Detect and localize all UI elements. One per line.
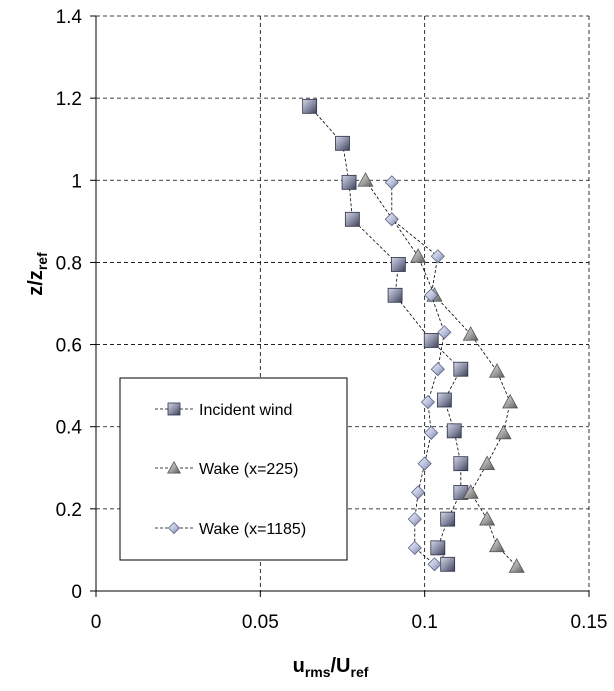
legend-box <box>119 377 348 561</box>
y-tick-label: 1.2 <box>56 89 82 110</box>
data-point-square <box>341 174 357 190</box>
x-axis-title-mid: /U <box>331 655 351 677</box>
data-point-triangle <box>479 510 496 526</box>
data-point-triangle <box>488 537 506 553</box>
data-point-diamond <box>384 212 399 227</box>
data-point-square <box>302 98 318 114</box>
series-triangle <box>357 172 525 573</box>
legend-marker-triangle <box>167 460 181 474</box>
data-point-square <box>390 257 406 272</box>
data-point-diamond <box>407 512 422 527</box>
y-tick-label: 0.8 <box>56 253 82 274</box>
data-point-square <box>440 556 456 572</box>
data-point-square <box>387 287 403 303</box>
data-point-square <box>335 135 350 151</box>
y-axis-title-sub: ref <box>34 252 50 270</box>
y-tick-label: 0.6 <box>56 336 82 357</box>
legend-marker-diamond <box>167 521 181 535</box>
data-point-square <box>446 423 462 439</box>
y-tick-label: 0.2 <box>56 500 82 521</box>
legend-entry: Incident wind <box>155 402 292 419</box>
legend-entry: Wake (x=225) <box>155 460 298 478</box>
y-axis-title-main: z/z <box>25 270 47 296</box>
data-point-diamond <box>427 557 442 572</box>
data-point-square <box>423 333 439 348</box>
data-point-square <box>453 456 469 472</box>
data-point-triangle <box>488 363 506 378</box>
data-point-triangle <box>479 455 496 471</box>
data-point-diamond <box>424 288 439 303</box>
y-axis-title: z/zref <box>25 252 50 296</box>
data-point-square <box>440 511 456 527</box>
data-point-square <box>344 211 360 227</box>
legend-entry: Wake (x=1185) <box>155 521 306 538</box>
series-square <box>302 98 469 572</box>
data-point-square <box>436 392 452 408</box>
axes <box>90 15 590 597</box>
x-axis-title-sub1: rms <box>305 664 331 680</box>
data-point-triangle <box>357 172 374 187</box>
data-point-diamond <box>424 425 439 440</box>
y-tick-labels: 0 0.2 0.4 0.6 0.8 1 1.2 1.4 <box>56 7 83 603</box>
data-point-diamond <box>437 325 452 340</box>
x-tick-label: 0.05 <box>242 612 279 633</box>
data-point-diamond <box>430 249 445 264</box>
data-point-triangle <box>462 326 479 341</box>
legend-label: Wake (x=225) <box>199 461 298 478</box>
x-axis-title-main: u <box>293 655 305 677</box>
data-point-diamond <box>384 175 399 190</box>
legend: Incident wind Wake (x=225) Wake (x=1185) <box>119 377 348 561</box>
data-point-triangle <box>502 393 519 409</box>
data-point-square <box>430 540 446 556</box>
data-point-diamond <box>420 395 436 410</box>
x-axis-title-sub2: ref <box>351 664 369 680</box>
y-tick-label: 1 <box>71 171 82 192</box>
y-tick-label: 1.4 <box>56 7 83 28</box>
legend-label: Wake (x=1185) <box>199 521 306 538</box>
series-layer <box>302 98 525 573</box>
data-point-triangle <box>462 484 479 499</box>
y-tick-label: 0 <box>71 582 82 603</box>
data-point-diamond <box>411 485 426 500</box>
data-point-square <box>453 361 469 377</box>
legend-label: Incident wind <box>199 402 292 419</box>
x-tick-label: 0.15 <box>571 612 608 633</box>
data-point-triangle <box>495 424 512 440</box>
data-point-diamond <box>430 362 445 377</box>
x-axis-title: urms/Uref <box>293 655 369 680</box>
y-tick-label: 0.4 <box>56 418 83 439</box>
x-tick-labels: 0 0.05 0.1 0.15 <box>91 612 608 633</box>
legend-marker-square <box>167 402 181 416</box>
x-tick-label: 0 <box>91 612 102 633</box>
data-point-diamond <box>417 456 432 471</box>
data-point-triangle <box>508 558 525 573</box>
series-diamond <box>384 175 452 572</box>
legend-entries: Incident wind Wake (x=225) Wake (x=1185) <box>155 402 306 538</box>
data-point-triangle <box>410 248 427 263</box>
x-tick-label: 0.1 <box>411 612 437 633</box>
data-point-diamond <box>407 540 422 555</box>
